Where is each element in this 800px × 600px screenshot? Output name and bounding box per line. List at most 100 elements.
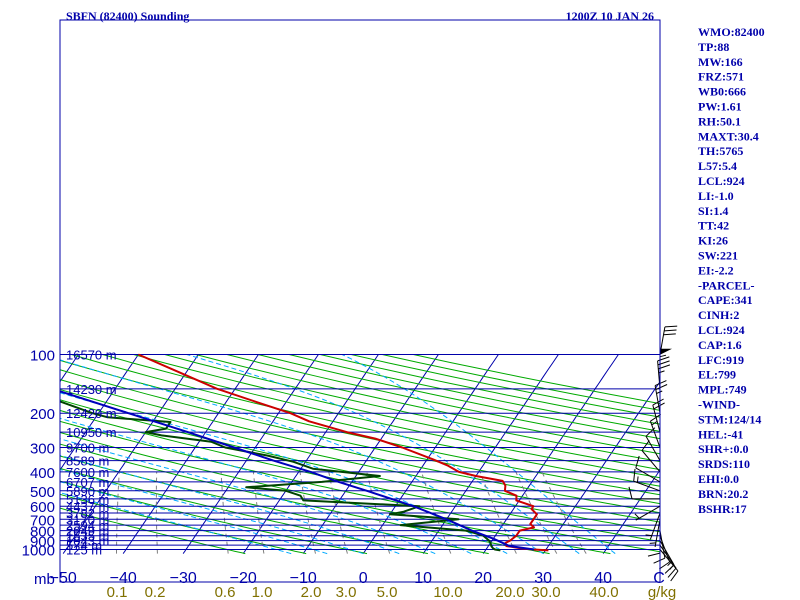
isotherm-line (182, 354, 319, 554)
moist-adiabat-line (60, 392, 508, 555)
background-lines (0, 354, 660, 555)
pressure-label: 100 (30, 348, 55, 365)
mixing-ratio-label: 1.0 (252, 584, 273, 600)
pressure-label: 500 (30, 484, 55, 501)
index-item: EL:799 (698, 368, 736, 382)
wind-barb (659, 535, 671, 570)
dry-adiabat-line (102, 354, 660, 479)
isobars (60, 354, 660, 550)
dry-adiabat-line (60, 420, 660, 553)
index-item: STM:124/14 (698, 412, 761, 426)
isotherm-line (482, 354, 619, 554)
wind-barb (654, 380, 668, 414)
height-label: 574 m (66, 538, 102, 553)
index-item: SHR+:0.0 (698, 442, 749, 456)
dry-adiabat-line (133, 354, 660, 471)
pressure-label: 300 (30, 441, 55, 458)
dry-adiabat-line (60, 359, 660, 496)
isotherm-line (542, 380, 660, 554)
dry-adiabat-line (60, 409, 660, 543)
mixing-ratio-unit-label: g/kg (648, 584, 676, 600)
temperature-tick-label: 0 (359, 570, 368, 587)
height-label: 14230 m (66, 382, 117, 397)
mixing-ratio-line (252, 471, 265, 554)
isotherm-line (122, 354, 259, 554)
plot-frame (59, 19, 661, 583)
dry-adiabat-line (60, 369, 660, 505)
dry-adiabat-line (195, 354, 660, 455)
moist-adiabat-line (60, 492, 292, 555)
chart-title-time: 1200Z 10 JAN 26 (566, 9, 654, 23)
wind-barb (659, 540, 675, 574)
index-item: LFC:919 (698, 353, 744, 367)
isotherm-line (0, 355, 18, 554)
pressure-label: 1000 (22, 543, 55, 560)
pressure-label: 200 (30, 406, 55, 423)
index-item: LI:-1.0 (698, 189, 734, 203)
index-item: BRN:20.2 (698, 487, 748, 501)
index-item: CAP:1.6 (698, 338, 742, 352)
height-label: 3170 m (66, 512, 109, 527)
dry-adiabat-line (60, 443, 550, 555)
temperature-tick-label: −50 (50, 570, 77, 587)
temperature-tick-label: −10 (290, 570, 317, 587)
mixing-ratio-line (515, 471, 558, 554)
height-label: 9700 m (66, 441, 109, 456)
mixing-ratio-label: 20.0 (495, 584, 524, 600)
pressure-label: 400 (30, 465, 55, 482)
dry-adiabat-line (71, 354, 660, 487)
index-item: TP:88 (698, 40, 729, 54)
mixing-ratio-line (220, 471, 229, 554)
height-label: 16570 m (66, 348, 117, 363)
dry-adiabat-line (60, 379, 660, 514)
mixing-ratio-label: 0.1 (107, 584, 128, 600)
index-item: MPL:749 (698, 383, 747, 397)
index-item: SI:1.4 (698, 204, 728, 218)
height-label: 8589 m (66, 454, 109, 469)
index-item: HEL:-41 (698, 427, 743, 441)
mixing-ratio-line (155, 471, 158, 554)
mixing-ratio-line (299, 471, 316, 554)
mixing-ratio-label: 3.0 (336, 584, 357, 600)
isotherm-line (362, 354, 499, 554)
mixing-ratio-label: 0.2 (145, 584, 166, 600)
index-item: SW:221 (698, 249, 738, 263)
moist-adiabat-line (60, 438, 436, 555)
index-item: LCL:924 (698, 323, 745, 337)
dry-adiabat-line (257, 354, 660, 440)
mixing-ratio-label: 10.0 (433, 584, 462, 600)
height-label: 5890 m (66, 484, 109, 499)
height-label: 2049 m (66, 524, 109, 539)
dry-adiabat-line (226, 354, 660, 447)
pressure-unit-label: mb (34, 571, 55, 588)
isotherm-line (242, 354, 379, 554)
temperature-tick-label: 20 (474, 570, 492, 587)
wind-barb (628, 486, 661, 500)
height-label: 5136 m (66, 492, 109, 507)
index-item: BSHR:17 (698, 502, 747, 516)
height-label: 125 m (66, 543, 102, 558)
pressure-label: 800 (30, 524, 55, 541)
wind-barb (653, 530, 666, 564)
mixing-ratio-label: 0.6 (215, 584, 236, 600)
height-label: 6707 m (66, 475, 109, 490)
mixing-ratio-line (541, 471, 587, 554)
pressure-label: 900 (30, 534, 55, 551)
index-item: L57:5.4 (698, 159, 737, 173)
stability-indices: WMO:82400TP:88MW:166FRZ:571WB0:666PW:1.6… (698, 25, 765, 516)
wind-barbs (628, 325, 679, 582)
index-item: CINH:2 (698, 308, 739, 322)
temperature-tick-label: 40 (594, 570, 612, 587)
mixing-ratio-label: 40.0 (589, 584, 618, 600)
index-item: TH:5765 (698, 144, 743, 158)
pressure-label: 700 (30, 512, 55, 529)
height-label: 10950 m (66, 425, 117, 440)
index-item: CAPE:341 (698, 293, 753, 307)
index-item: WB0:666 (698, 85, 746, 99)
moist-adiabat-line (60, 481, 328, 555)
temperature-tick-label: −30 (170, 570, 197, 587)
wind-barb (633, 468, 661, 492)
mixing-ratio-label: 5.0 (377, 584, 398, 600)
